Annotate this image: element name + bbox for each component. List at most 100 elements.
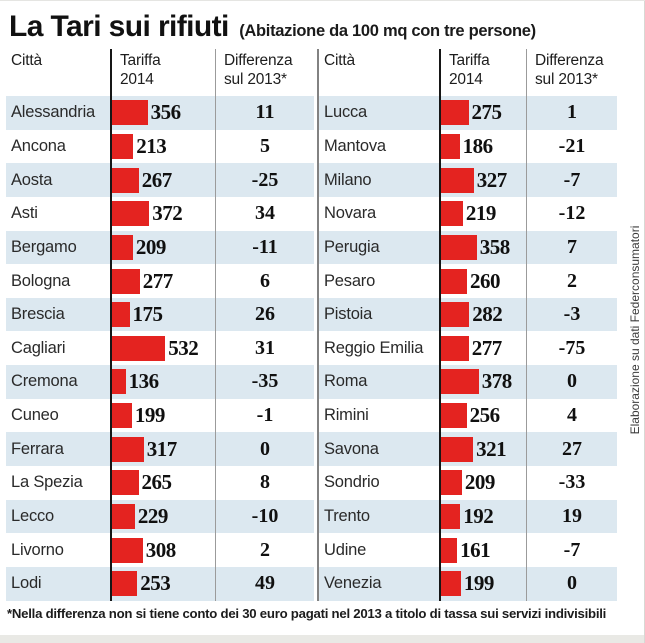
page-title: La Tari sui rifiuti bbox=[9, 10, 229, 43]
tariff-value: 532 bbox=[168, 335, 199, 360]
tariff-bar bbox=[112, 403, 132, 429]
tariff-cell: 136 bbox=[112, 365, 216, 399]
city-label: Cuneo bbox=[6, 398, 112, 433]
left-table: Città Tariffa 2014 Differenza sul 2013* … bbox=[6, 49, 314, 601]
tariff-value: 372 bbox=[152, 201, 183, 226]
city-label: Lucca bbox=[319, 96, 441, 130]
table-row: Bologna 277 6 bbox=[6, 264, 314, 298]
tariff-cell: 209 bbox=[441, 466, 527, 500]
tariff-value: 192 bbox=[463, 504, 494, 528]
diff-value: 2 bbox=[567, 269, 577, 292]
tariff-cell: 308 bbox=[112, 533, 216, 567]
table-row: Roma 378 0 bbox=[319, 365, 617, 399]
table-row: Rimini 256 4 bbox=[319, 398, 617, 433]
col-header-city: Città bbox=[319, 49, 441, 96]
table-row: Savona 321 27 bbox=[319, 432, 617, 467]
diff-value: 0 bbox=[260, 437, 270, 460]
diff-value: -3 bbox=[563, 303, 581, 326]
table-row: Brescia 175 26 bbox=[6, 297, 314, 332]
tariff-cell: 321 bbox=[441, 432, 527, 467]
table-row: Trento 192 19 bbox=[319, 499, 617, 534]
tariff-cell: 267 bbox=[112, 163, 216, 197]
tariff-value: 317 bbox=[146, 436, 178, 461]
tariff-bar bbox=[112, 504, 135, 529]
tariff-value: 327 bbox=[476, 167, 508, 192]
tariff-bar bbox=[112, 302, 130, 328]
tariff-value: 265 bbox=[141, 470, 173, 495]
tariff-value: 282 bbox=[472, 302, 503, 327]
tariff-cell: 265 bbox=[112, 466, 216, 500]
tariff-cell: 275 bbox=[441, 96, 527, 130]
col-header-diff: Differenza sul 2013* bbox=[535, 52, 604, 88]
city-label: Sondrio bbox=[319, 466, 441, 500]
diff-value: 27 bbox=[562, 437, 582, 460]
right-table-rows: Lucca 275 1 Mantova 186 -21 Milano 327 -7 Novara 2… bbox=[319, 96, 617, 601]
tariff-cell: 229 bbox=[112, 499, 216, 534]
page-subtitle: (Abitazione da 100 mq con tre persone) bbox=[239, 22, 536, 40]
city-label: Pistoia bbox=[319, 297, 441, 332]
tariff-value: 199 bbox=[134, 403, 166, 428]
tariff-cell: 219 bbox=[441, 196, 527, 231]
city-label: Brescia bbox=[6, 297, 112, 332]
tariff-value: 199 bbox=[463, 571, 495, 596]
tariff-value: 308 bbox=[145, 537, 177, 562]
table-row: Novara 219 -12 bbox=[319, 196, 617, 231]
tariff-bar bbox=[112, 201, 150, 227]
tariff-bar bbox=[441, 201, 463, 227]
tariff-cell: 378 bbox=[441, 365, 527, 399]
diff-value: 2 bbox=[260, 538, 270, 561]
tariff-bar bbox=[441, 133, 460, 159]
city-label: Venezia bbox=[319, 566, 441, 601]
tariff-cell: 277 bbox=[441, 331, 527, 366]
table-row: Alessandria 356 11 bbox=[6, 96, 314, 130]
tariff-bar bbox=[112, 133, 134, 159]
city-label: La Spezia bbox=[6, 466, 112, 500]
table-row: Udine 161 -7 bbox=[319, 533, 617, 567]
tariff-bar bbox=[441, 234, 477, 260]
table-row: La Spezia 265 8 bbox=[6, 466, 314, 500]
credit-vertical-text: Elaborazione su dati Federconsumatori bbox=[628, 225, 642, 435]
tariff-value: 277 bbox=[142, 268, 174, 293]
tariff-bar bbox=[441, 504, 461, 529]
tariff-value: 356 bbox=[150, 100, 182, 125]
tariff-value: 186 bbox=[462, 133, 494, 158]
diff-value: 6 bbox=[260, 269, 270, 292]
diff-value: 31 bbox=[255, 336, 275, 359]
diff-value: -35 bbox=[251, 370, 279, 393]
table-row: Mantova 186 -21 bbox=[319, 129, 617, 164]
tariff-value: 209 bbox=[135, 234, 167, 259]
diff-value: -25 bbox=[251, 168, 279, 191]
tariff-bar bbox=[112, 234, 133, 260]
tariff-value: 219 bbox=[465, 201, 497, 226]
tariff-cell: 199 bbox=[112, 398, 216, 433]
table-row: Lecco 229 -10 bbox=[6, 499, 314, 534]
city-label: Aosta bbox=[6, 163, 112, 197]
tariff-bar bbox=[112, 167, 139, 193]
city-label: Trento bbox=[319, 499, 441, 534]
table-row: Aosta 267 -25 bbox=[6, 163, 314, 197]
table-row: Ferrara 317 0 bbox=[6, 432, 314, 467]
tariff-cell: 192 bbox=[441, 499, 527, 534]
city-label: Mantova bbox=[319, 129, 441, 164]
tariff-bar bbox=[112, 335, 166, 361]
table-row: Lodi 253 49 bbox=[6, 566, 314, 601]
table-row: Lucca 275 1 bbox=[319, 96, 617, 130]
tariff-cell: 186 bbox=[441, 129, 527, 164]
table-row: Sondrio 209 -33 bbox=[319, 466, 617, 500]
col-header-tariff: Tariffa 2014 bbox=[112, 49, 216, 96]
right-table-header: Città Tariffa 2014 Differenza sul 2013* bbox=[319, 49, 617, 96]
tariff-bar bbox=[441, 537, 458, 563]
diff-value: -7 bbox=[563, 538, 581, 561]
city-label: Ancona bbox=[6, 129, 112, 164]
footnote: *Nella differenza non si tiene conto dei… bbox=[7, 605, 607, 621]
tariff-bar bbox=[441, 369, 479, 395]
tariff-value: 260 bbox=[470, 268, 501, 293]
title-row: La Tari sui rifiuti (Abitazione da 100 m… bbox=[0, 1, 645, 46]
tariff-value: 378 bbox=[481, 369, 513, 394]
diff-value: 34 bbox=[255, 202, 275, 225]
tariff-value: 161 bbox=[460, 537, 491, 562]
tariff-bar bbox=[112, 369, 126, 395]
col-header-city: Città bbox=[6, 49, 112, 96]
tariff-cell: 327 bbox=[441, 163, 527, 197]
city-label: Milano bbox=[319, 163, 441, 197]
